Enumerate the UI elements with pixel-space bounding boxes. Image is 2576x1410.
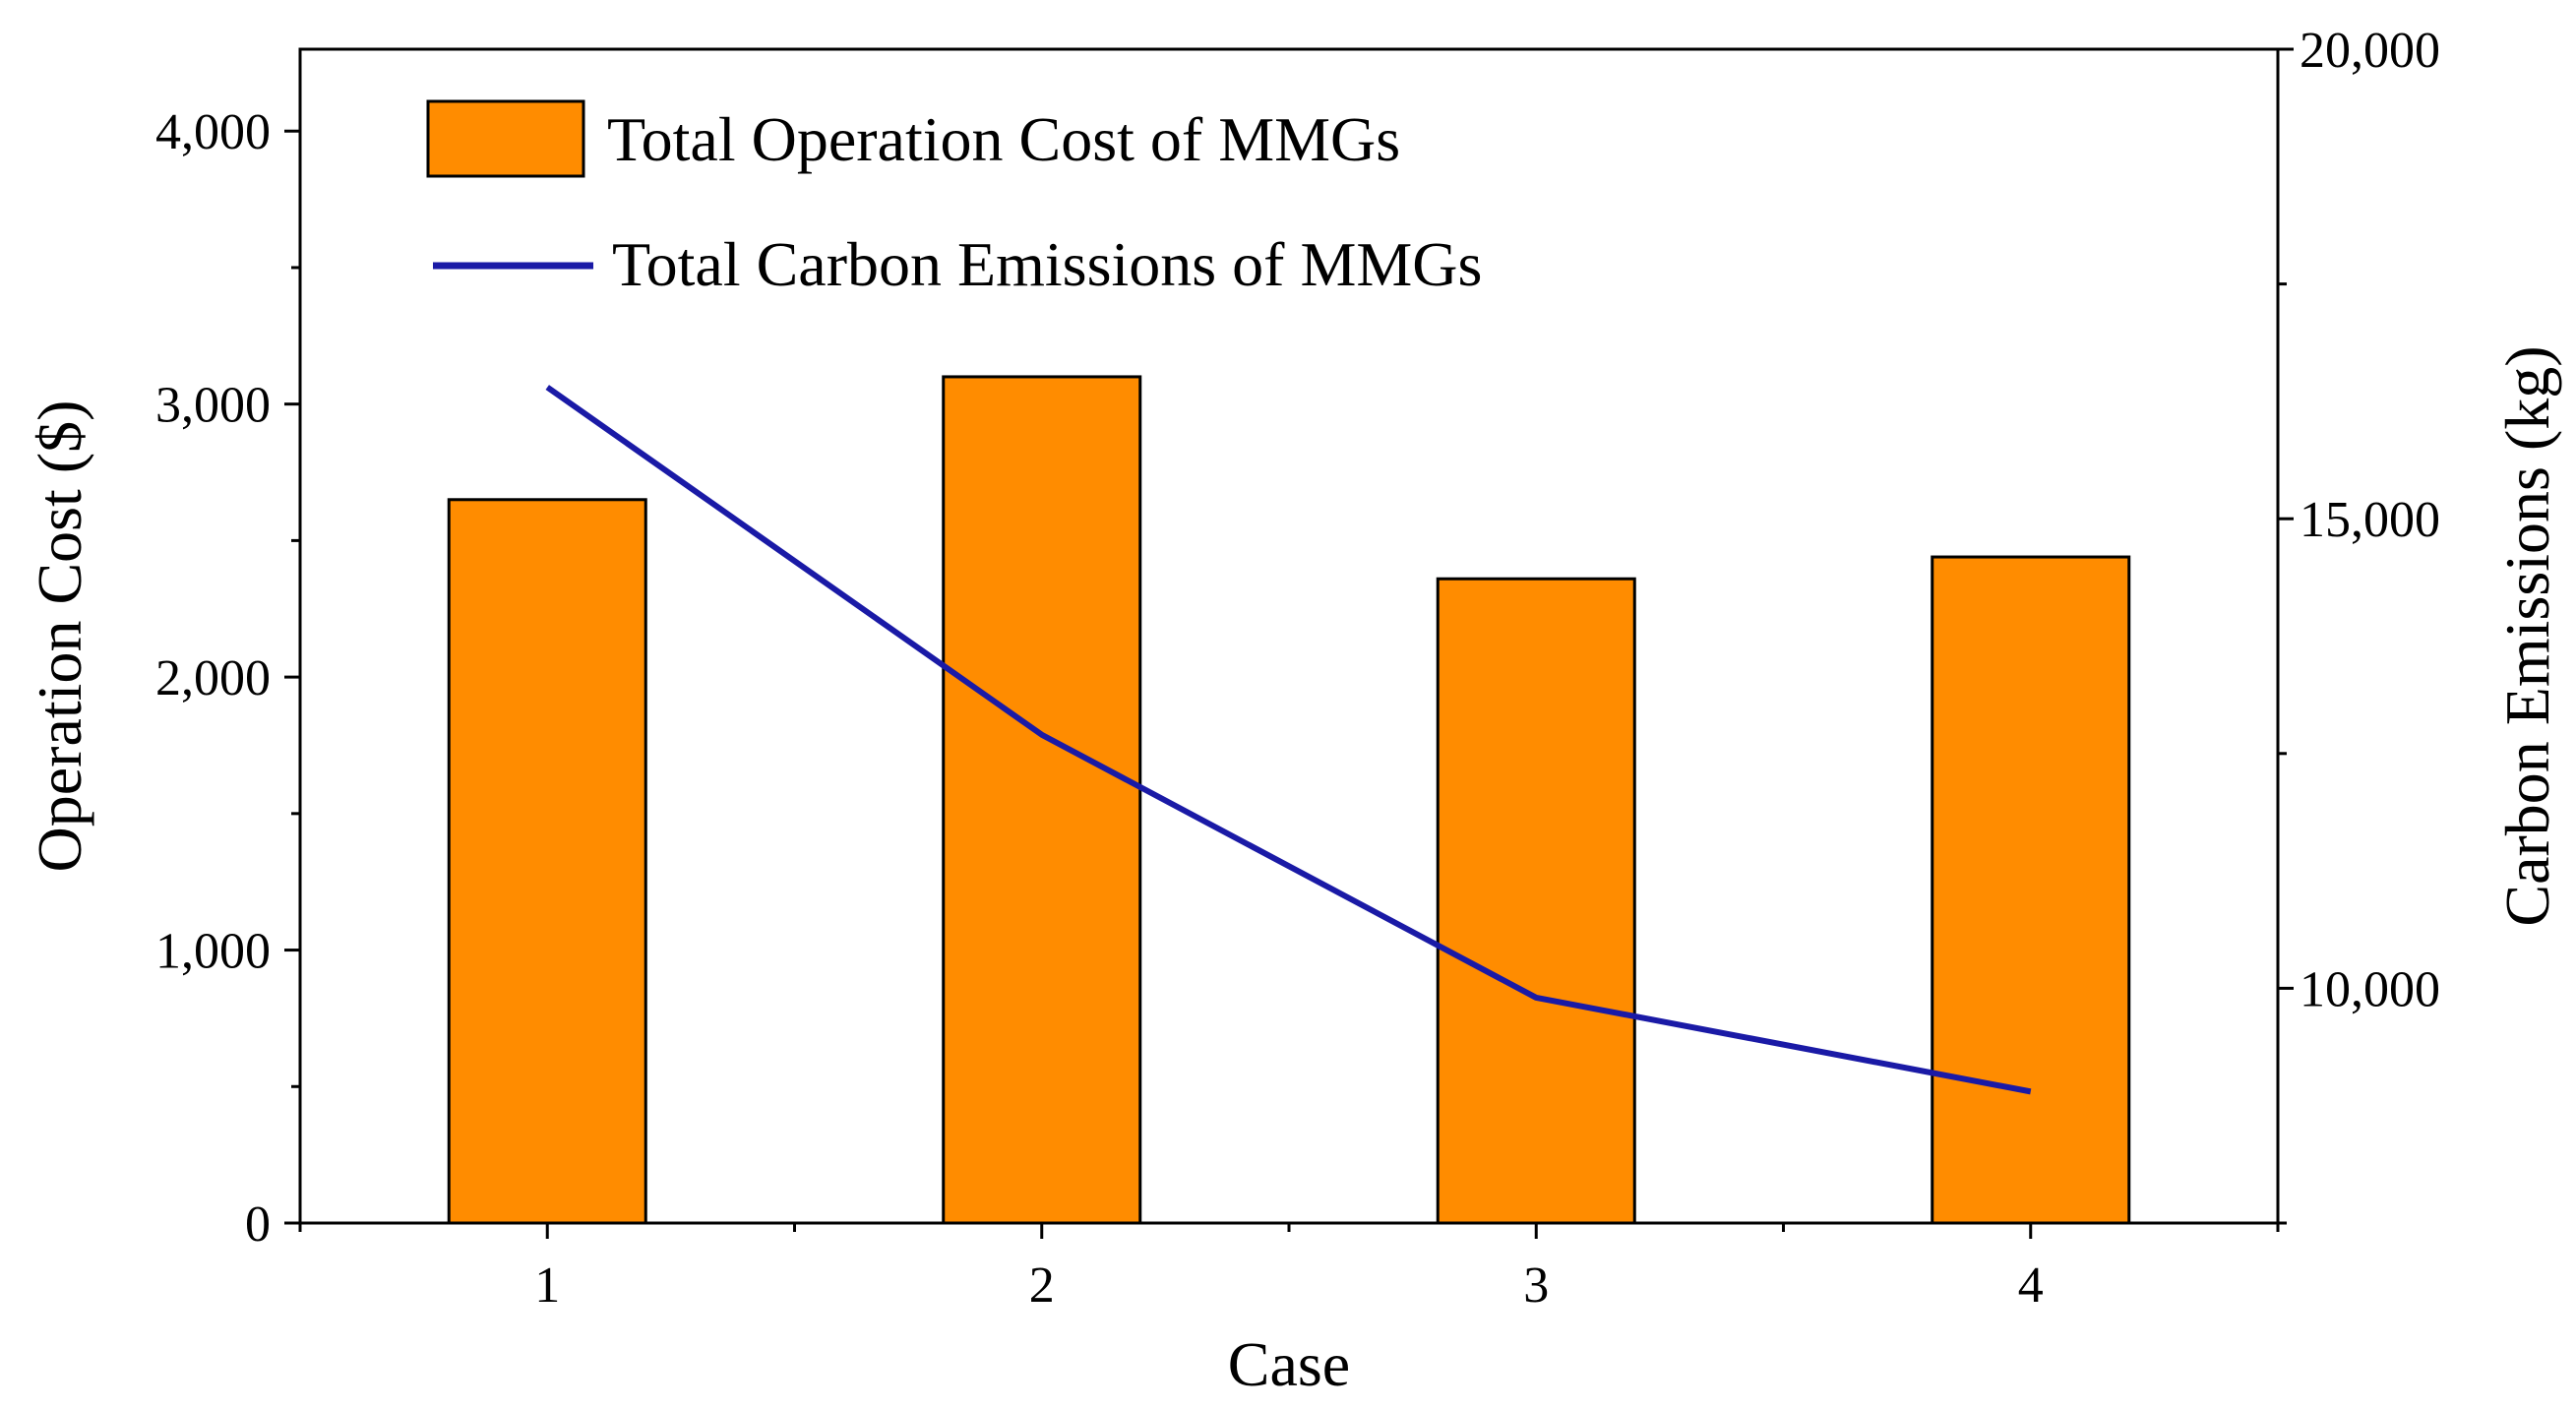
y-tick-label: 0 — [245, 1196, 271, 1253]
y-axis-title: Operation Cost ($) — [25, 400, 94, 873]
x-axis-title: Case — [1228, 1329, 1350, 1399]
bar-case-2 — [942, 375, 1142, 1225]
y-tick-label: 3,000 — [155, 378, 271, 434]
legend-label-emissions: Total Carbon Emissions of MMGs — [612, 229, 1482, 299]
x-tick-label: 2 — [1029, 1257, 1055, 1314]
bar-case-4 — [1931, 555, 2131, 1225]
bar-case-1 — [447, 498, 647, 1225]
x-tick-label: 1 — [534, 1257, 560, 1314]
axes-layer: 0 1,000 2,000 3,000 4,000 10,000 15,000 20,000 1… — [25, 23, 2562, 1399]
y-tick-label: 2,000 — [155, 650, 271, 706]
legend: Total Operation Cost of MMGs Total Carbon… — [426, 99, 1482, 299]
bars-layer — [447, 375, 2131, 1225]
y2-tick-label: 10,000 — [2300, 961, 2440, 1017]
y2-axis-title: Carbon Emissions (kg) — [2492, 345, 2562, 926]
y-tick-label: 1,000 — [155, 924, 271, 980]
y2-tick-label: 15,000 — [2300, 492, 2440, 548]
y2-tick-label: 20,000 — [2300, 23, 2440, 79]
legend-label-cost: Total Operation Cost of MMGs — [607, 104, 1400, 174]
y-tick-label: 4,000 — [155, 104, 271, 160]
emissions-line — [545, 385, 2032, 1095]
x-tick-label: 3 — [1523, 1257, 1549, 1314]
x-tick-label: 4 — [2018, 1257, 2044, 1314]
legend-bar-swatch — [426, 99, 585, 178]
bar-case-3 — [1436, 577, 1636, 1225]
line-layer — [545, 385, 2032, 1095]
